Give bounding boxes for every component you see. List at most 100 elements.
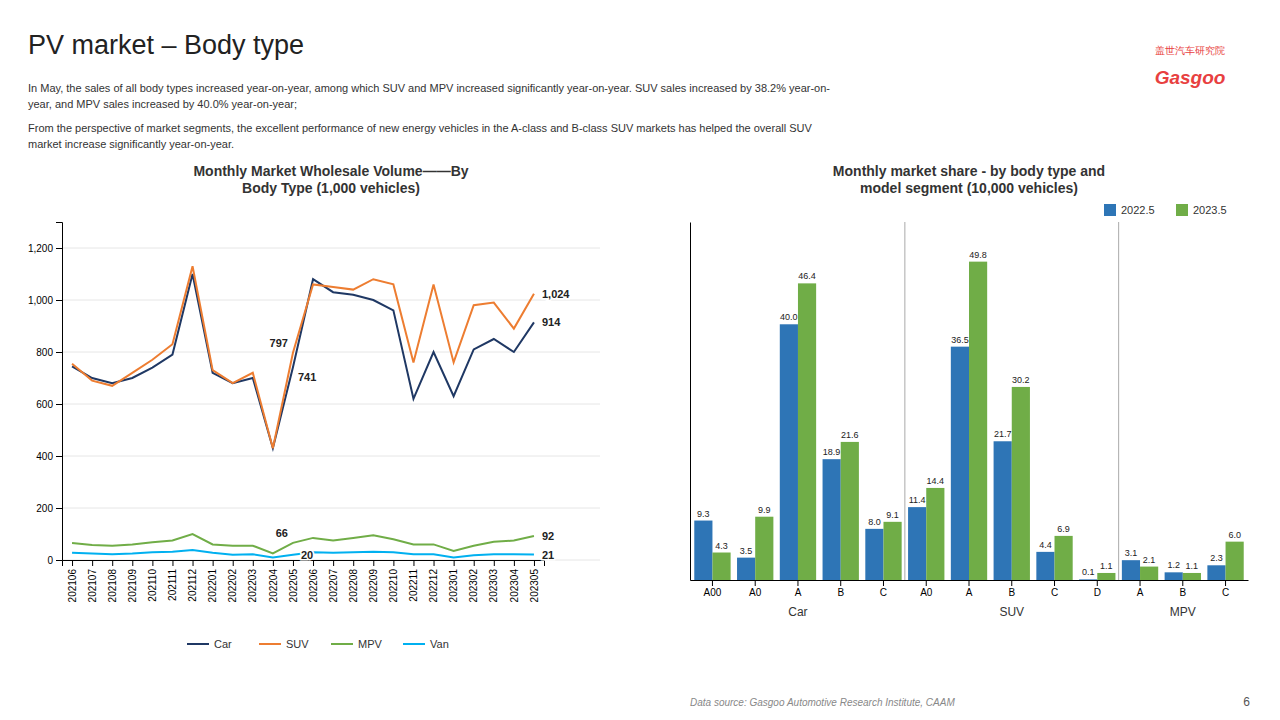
legend-item: Car [187, 638, 232, 650]
tick-mark [840, 580, 841, 586]
axis-line [56, 223, 63, 561]
legend-swatch [403, 643, 425, 645]
bar [737, 558, 755, 580]
line [72, 274, 534, 448]
tick: 202112 [187, 560, 198, 602]
data-label: 3.1 [1125, 548, 1138, 558]
data-label: 8.0 [868, 517, 881, 527]
tick-label: A0 [920, 587, 933, 598]
data-label: 4.4 [1039, 540, 1052, 550]
bar [951, 347, 969, 580]
data-label: 11.4 [909, 495, 926, 505]
tick: 202201 [207, 560, 218, 602]
legend-swatch [1104, 204, 1116, 216]
bar [969, 262, 987, 580]
group-label: Car [788, 605, 807, 619]
tick-label: 1,000 [28, 295, 53, 306]
tick-label: 202205 [288, 569, 299, 603]
group-separators: CarSUVMPV [788, 222, 1196, 619]
tick-label: 202301 [448, 569, 459, 603]
tick-label: 202202 [227, 569, 238, 603]
bar [780, 324, 798, 580]
data-source-line: Data source: Gasgoo Automotive Research … [690, 697, 955, 708]
tick: 202211 [408, 560, 419, 602]
group-label: MPV [1170, 605, 1196, 619]
tick: 202304 [509, 560, 520, 602]
logo-subtext-line: 盖世汽车研究院 [1155, 45, 1225, 56]
tick-mark [474, 560, 475, 566]
chart: Monthly market share - by body type andm… [691, 163, 1249, 619]
group-separator [1118, 222, 1119, 580]
bar-series [694, 324, 1225, 580]
legend-swatch [1176, 204, 1188, 216]
legend-item: MPV [331, 638, 383, 650]
tick-label: 202303 [488, 569, 499, 603]
bar [1140, 567, 1158, 580]
tick-label: C [1222, 587, 1229, 598]
tick-label: 202210 [388, 569, 399, 603]
legend-swatch [259, 643, 281, 645]
tick-mark [92, 560, 93, 566]
grid-line [62, 404, 600, 405]
bar [1097, 573, 1115, 580]
tick-label: A [795, 587, 802, 598]
tick: 1,200 [28, 243, 62, 254]
tick: 202107 [87, 560, 98, 602]
legend-item: 2023.5 [1176, 204, 1227, 216]
plot: 02004006008001,0001,20020210620210720210… [28, 223, 600, 603]
tick: 202305 [529, 560, 540, 602]
tick-mark [494, 560, 495, 566]
description-line: In May, the sales of all body types incr… [28, 82, 830, 94]
grid-line [62, 456, 600, 457]
tick: 202207 [328, 560, 339, 602]
data-label: 49.8 [969, 250, 987, 260]
tick-mark [1225, 580, 1226, 586]
tick: C [1222, 580, 1229, 598]
data-label: 66 [276, 527, 288, 539]
tick-label: 202211 [408, 569, 419, 602]
tick: 0 [47, 555, 62, 566]
tick-mark [413, 560, 414, 566]
tick-mark [56, 352, 62, 353]
tick: C [880, 580, 887, 598]
tick-label: 202110 [147, 569, 158, 602]
legend-label: Car [214, 638, 232, 650]
data-label: 92 [542, 530, 554, 542]
tick: 202208 [348, 560, 359, 602]
legend-item: SUV [259, 638, 309, 650]
bar [1165, 572, 1183, 580]
tick-label: D [1094, 587, 1101, 598]
grid-line [62, 248, 600, 249]
tick: 202108 [107, 560, 118, 602]
tick-label: 202112 [187, 569, 198, 602]
data-source: Data source: Gasgoo Automotive Research … [690, 697, 955, 708]
tick-mark [454, 560, 455, 566]
tick: 600 [36, 399, 62, 410]
bar [712, 553, 730, 580]
tick-label: 202212 [428, 569, 439, 603]
logo: Gasgoo [1155, 67, 1226, 88]
bar [841, 442, 859, 580]
tick: 202204 [268, 560, 279, 602]
description: From the perspective of market segments,… [28, 122, 812, 150]
tick: 202210 [388, 560, 399, 602]
data-label: 21 [542, 549, 554, 561]
tick-label: 202206 [308, 569, 319, 603]
tick-label: A [966, 587, 973, 598]
bar [1226, 542, 1244, 580]
bar [926, 488, 944, 580]
tick: 202209 [368, 560, 379, 602]
legend-swatch [187, 643, 209, 645]
data-label: 30.2 [1012, 375, 1030, 385]
data-label: 797 [270, 337, 288, 349]
y-axis [690, 223, 691, 581]
tick-label: A00 [704, 587, 722, 598]
tick-mark [56, 248, 62, 249]
grid-line [62, 508, 600, 509]
tick-mark [534, 560, 535, 566]
tick-mark [293, 560, 294, 566]
chart-title: Monthly market share - by body type andm… [833, 163, 1105, 196]
tick: 202205 [288, 560, 299, 602]
tick: 202202 [227, 560, 238, 602]
tick-label: 800 [36, 347, 53, 358]
